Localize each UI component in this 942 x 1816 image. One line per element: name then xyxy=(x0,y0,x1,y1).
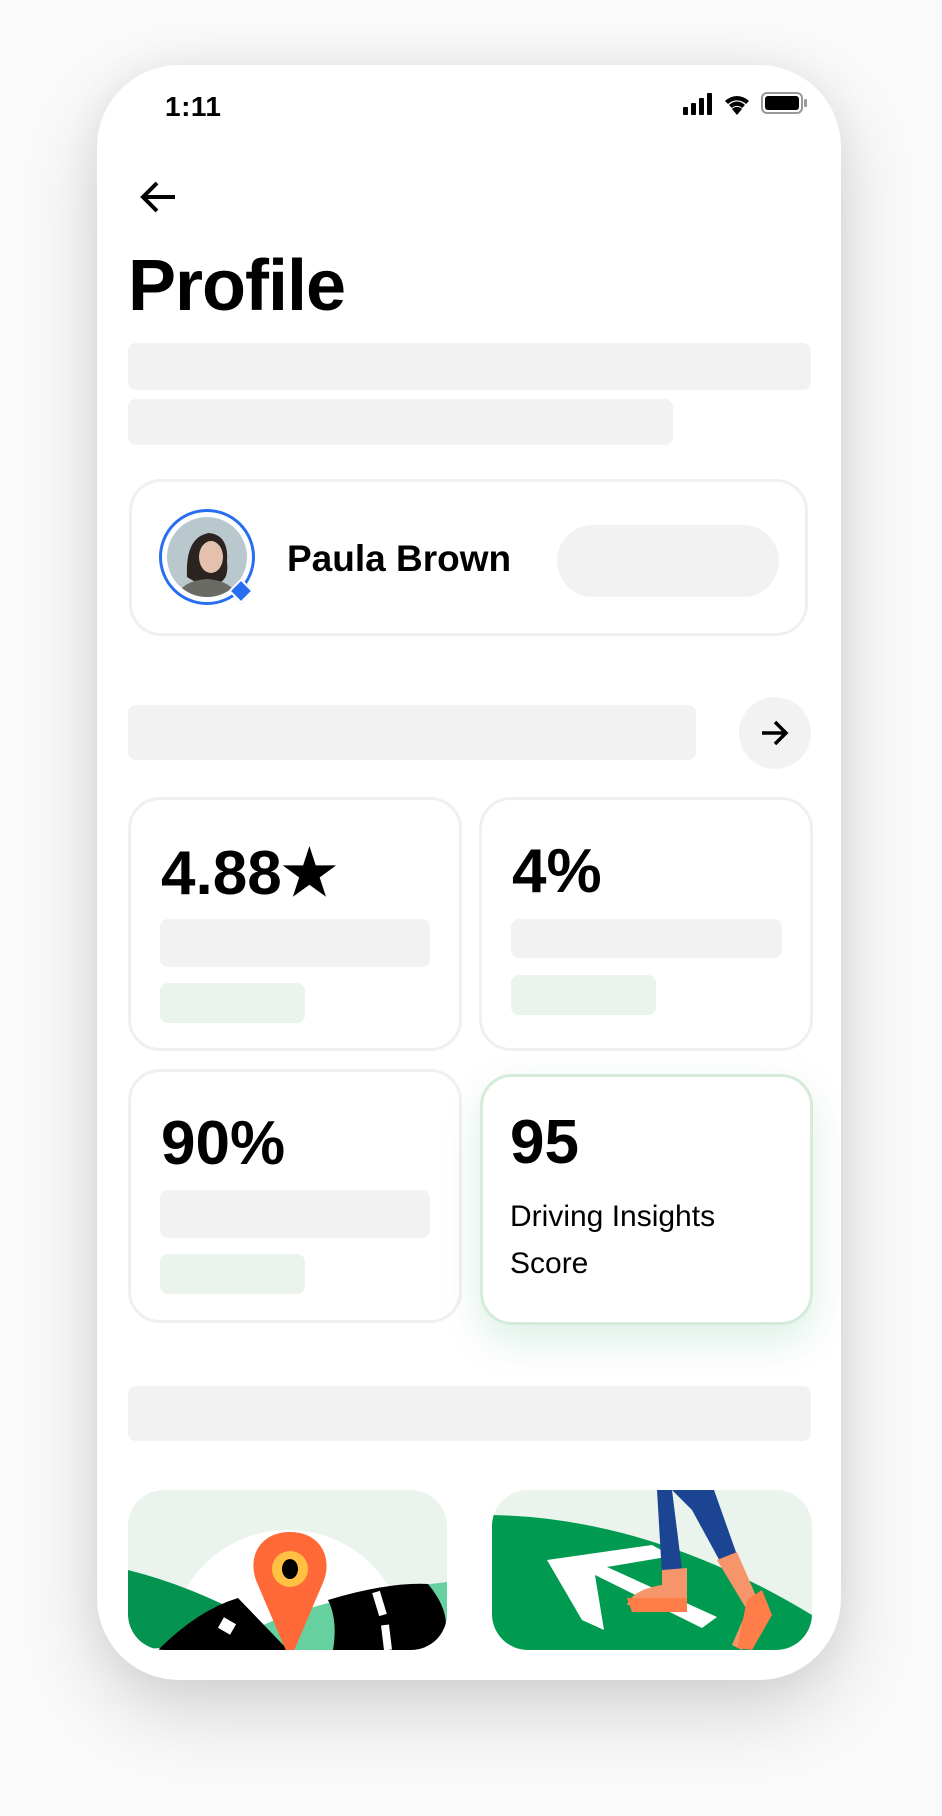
stat-card-percent[interactable]: 4% xyxy=(479,797,813,1051)
battery-icon xyxy=(761,92,807,114)
skeleton-line xyxy=(128,343,811,390)
walking-arrow-illustration xyxy=(492,1490,812,1650)
stat-label: Driving Insights Score xyxy=(510,1200,716,1280)
skeleton-badge xyxy=(160,1254,305,1294)
stat-value: 95 xyxy=(510,1108,579,1177)
skeleton-line xyxy=(128,399,673,445)
illustration-map-pin[interactable] xyxy=(128,1490,447,1650)
skeleton-badge xyxy=(511,975,656,1015)
arrow-right-icon xyxy=(762,720,789,746)
stat-card-driving-insights[interactable]: 95 Driving Insights Score xyxy=(480,1074,813,1325)
stat-card-rating[interactable]: 4.88★ xyxy=(128,797,462,1051)
status-time: 1:11 xyxy=(165,91,222,122)
profile-name: Paula Brown xyxy=(287,538,512,579)
phone-screen: 1:11 Profile Paula Brown xyxy=(97,65,841,1680)
skeleton-pill xyxy=(557,525,779,597)
page-title: Profile xyxy=(128,246,346,326)
wifi-icon xyxy=(725,96,749,115)
stat-value: 4% xyxy=(512,837,602,906)
stat-value: 90% xyxy=(161,1109,286,1178)
section-arrow-button[interactable] xyxy=(739,697,811,769)
skeleton-line xyxy=(160,919,430,967)
skeleton-section-heading xyxy=(128,705,696,760)
stat-value: 4.88★ xyxy=(161,839,338,908)
skeleton-section-heading xyxy=(128,1386,811,1441)
profile-card[interactable]: Paula Brown xyxy=(129,479,808,636)
stat-card-percent-2[interactable]: 90% xyxy=(128,1069,462,1323)
skeleton-badge xyxy=(160,983,305,1023)
skeleton-line xyxy=(511,919,782,958)
illustration-walking[interactable] xyxy=(492,1490,812,1650)
back-arrow-icon[interactable] xyxy=(137,177,179,217)
signal-icon xyxy=(683,93,712,115)
skeleton-line xyxy=(160,1190,430,1238)
map-pin-illustration xyxy=(128,1530,447,1650)
